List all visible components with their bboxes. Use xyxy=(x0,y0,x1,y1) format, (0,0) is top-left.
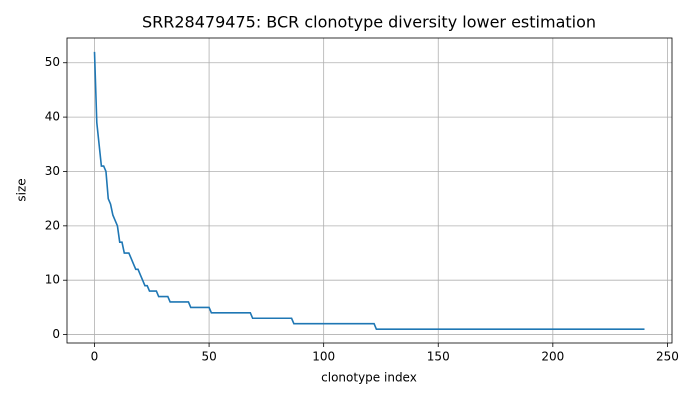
x-axis-label: clonotype index xyxy=(321,371,417,385)
y-axis-label: size xyxy=(15,178,29,201)
x-tick-label: 250 xyxy=(656,350,679,364)
y-tick-label: 30 xyxy=(45,164,60,178)
x-tick-label: 200 xyxy=(541,350,564,364)
chart-title: SRR28479475: BCR clonotype diversity low… xyxy=(142,13,596,32)
y-tick-label: 40 xyxy=(45,110,60,124)
x-tick-label: 0 xyxy=(91,350,99,364)
y-tick-label: 20 xyxy=(45,218,60,232)
x-tick-label: 100 xyxy=(312,350,335,364)
plot-frame xyxy=(66,37,673,344)
x-tick-label: 50 xyxy=(201,350,216,364)
data-line xyxy=(93,51,645,330)
y-tick-label: 50 xyxy=(45,55,60,69)
y-tick-label: 0 xyxy=(52,327,60,341)
y-tick-label: 10 xyxy=(45,273,60,287)
x-tick-label: 150 xyxy=(427,350,450,364)
